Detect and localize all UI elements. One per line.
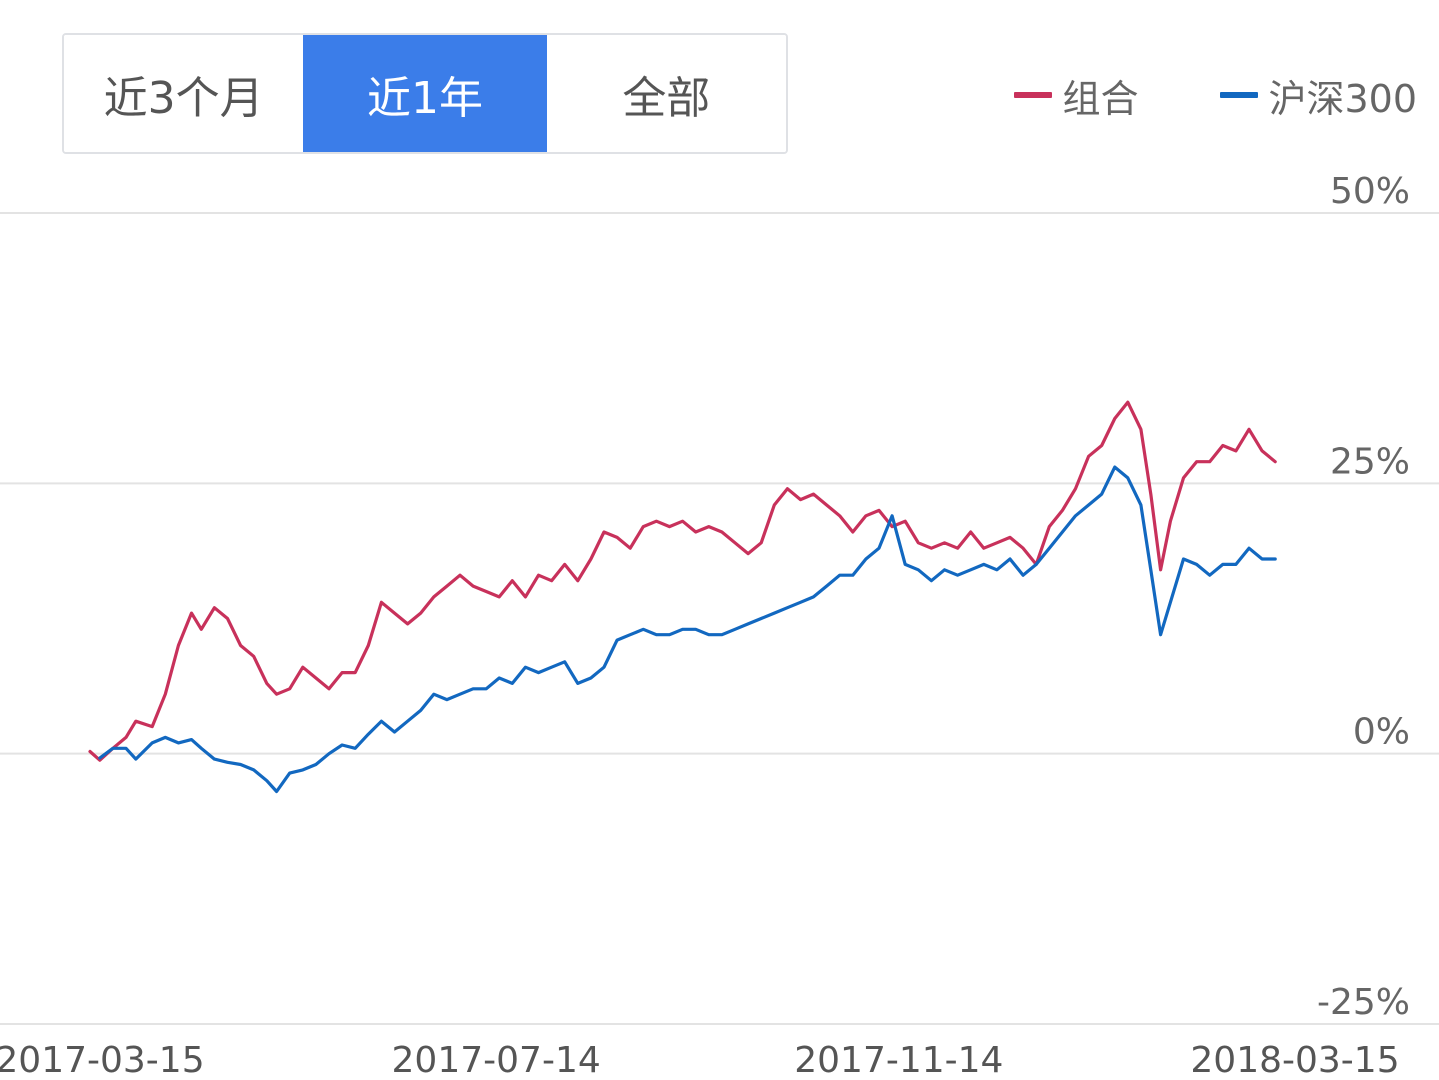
portfolio-series-line [88,400,1277,762]
legend-item-csi300[interactable]: 沪深300 [1220,68,1417,123]
x-tick-label: 2017-07-14 [392,1040,601,1080]
legend-label-csi300: 沪深300 [1268,76,1417,121]
legend-item-portfolio[interactable]: 组合 [1014,68,1138,123]
chart-legend: 组合 沪深300 [1014,68,1417,123]
range-1-year-button[interactable]: 近1年 [303,35,545,152]
y-tick-label: -25% [1317,982,1410,1023]
y-tick-label: 0% [1353,712,1410,753]
range-selector: 近3个月 近1年 全部 [62,33,788,154]
csi300-series-line [98,465,1277,794]
legend-swatch-portfolio [1014,92,1053,98]
range-all-button[interactable]: 全部 [544,35,786,152]
y-tick-label: 50% [1330,171,1410,212]
x-tick-label: 2018-03-15 [1190,1040,1399,1080]
legend-label-portfolio: 组合 [1062,76,1139,121]
range-3-months-button[interactable]: 近3个月 [64,35,304,152]
x-tick-label: 2017-11-14 [794,1040,1003,1080]
y-tick-label: 25% [1330,441,1410,482]
x-tick-label: 2017-03-15 [0,1040,205,1080]
legend-swatch-csi300 [1220,92,1259,98]
